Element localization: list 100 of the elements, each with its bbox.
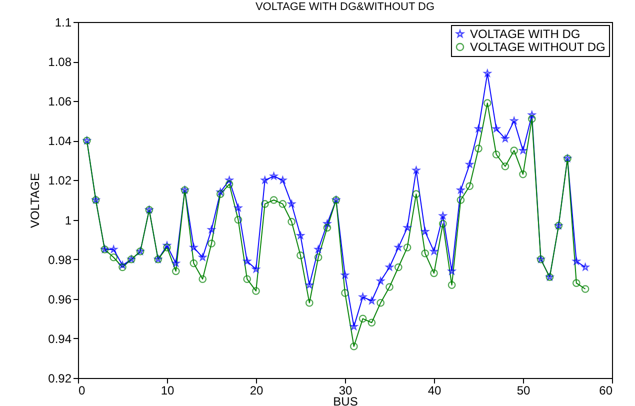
- point: [190, 259, 198, 268]
- point: [118, 263, 126, 272]
- point: [466, 160, 474, 168]
- point: [190, 244, 198, 251]
- point: [439, 212, 447, 220]
- point: [323, 220, 331, 227]
- point: [225, 180, 234, 188]
- point: [368, 296, 376, 304]
- point: [198, 275, 207, 284]
- y-tick-label: 1.02: [48, 174, 72, 188]
- point: [172, 267, 180, 276]
- y-tick-label: 0.92: [48, 372, 72, 386]
- point: [198, 253, 206, 261]
- point: [314, 253, 322, 262]
- y-tick-label: 1.04: [48, 134, 72, 148]
- x-tick-label: 50: [516, 384, 530, 398]
- point: [448, 267, 456, 274]
- point: [519, 170, 527, 178]
- point: [492, 124, 500, 132]
- point: [412, 166, 420, 174]
- point: [510, 146, 518, 154]
- point: [572, 279, 580, 287]
- chart-title: VOLTAGE WITH DG&WITHOUT DG: [255, 1, 435, 13]
- x-tick-label: 0: [78, 384, 86, 398]
- point: [306, 281, 314, 288]
- point: [394, 263, 402, 272]
- point: [234, 216, 242, 224]
- x-tick-label: 40: [428, 384, 442, 398]
- point: [501, 134, 509, 142]
- point: [305, 298, 314, 307]
- point: [216, 188, 224, 196]
- point: [288, 218, 296, 226]
- point: [208, 240, 216, 248]
- point: [448, 281, 456, 289]
- point: [404, 224, 412, 231]
- point: [386, 283, 394, 291]
- point: [260, 200, 269, 208]
- point: [519, 146, 527, 154]
- point: [528, 111, 536, 118]
- point: [394, 244, 402, 251]
- point: [261, 176, 269, 184]
- point: [278, 200, 287, 208]
- point: [528, 115, 536, 123]
- point: [252, 287, 260, 295]
- y-tick-label: 0.94: [48, 332, 72, 346]
- legend-label: VOLTAGE WITH DG: [470, 27, 580, 41]
- y-tick-label: 1: [64, 213, 72, 228]
- y-tick-label: 1.1: [54, 16, 72, 30]
- point: [386, 263, 394, 271]
- point: [341, 271, 349, 278]
- x-tick-label: 10: [160, 384, 174, 398]
- point: [412, 190, 420, 198]
- point: [483, 99, 492, 107]
- point: [474, 144, 482, 152]
- point: [341, 289, 349, 297]
- point: [118, 261, 126, 269]
- point: [296, 251, 304, 260]
- x-tick-label: 60: [599, 384, 613, 398]
- x-tick-label: 30: [338, 384, 352, 398]
- point: [358, 314, 367, 323]
- point: [421, 250, 430, 258]
- point: [243, 257, 251, 265]
- point: [581, 285, 590, 293]
- legend-label: VOLTAGE WITHOUT DG: [470, 40, 606, 54]
- point: [252, 265, 260, 272]
- point: [421, 228, 429, 235]
- point: [582, 263, 590, 271]
- point: [456, 186, 464, 194]
- y-tick-label: 0.98: [48, 252, 72, 267]
- point: [288, 200, 296, 208]
- x-axis-title: BUS: [333, 394, 358, 406]
- point: [110, 253, 118, 262]
- point: [350, 322, 358, 330]
- point: [466, 182, 474, 190]
- point: [368, 318, 376, 327]
- point: [270, 172, 278, 180]
- point: [430, 269, 438, 278]
- y-tick-label: 0.96: [48, 292, 72, 306]
- point: [376, 277, 384, 284]
- x-tick-label: 20: [250, 384, 264, 398]
- point: [572, 257, 580, 265]
- y-tick-label: 1.08: [48, 55, 72, 70]
- point: [350, 342, 358, 350]
- point: [296, 232, 304, 239]
- point: [278, 176, 286, 184]
- point: [323, 224, 332, 232]
- point: [270, 196, 278, 204]
- point: [510, 116, 518, 124]
- point: [243, 275, 252, 284]
- point: [226, 176, 234, 184]
- point: [163, 242, 171, 249]
- point: [438, 220, 447, 228]
- point: [208, 226, 216, 233]
- point: [163, 244, 171, 252]
- point: [376, 298, 385, 307]
- point: [216, 190, 224, 198]
- point: [501, 162, 510, 170]
- point: [456, 196, 465, 204]
- point: [492, 150, 500, 158]
- point: [172, 259, 180, 267]
